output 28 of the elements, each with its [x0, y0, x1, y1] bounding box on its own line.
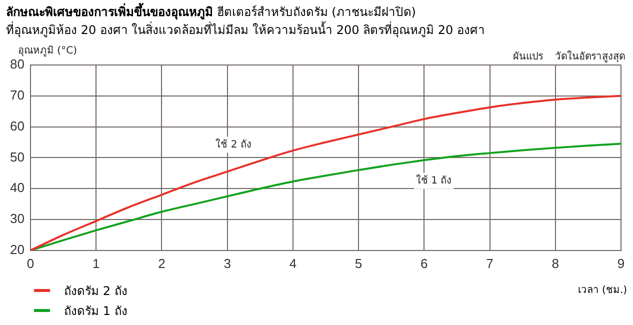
- x-tick-label: 1: [92, 256, 100, 271]
- legend-label: ถังดรัม 2 ถัง: [63, 282, 128, 300]
- chart-title: ลักษณะพิเศษของการเพิ่มขึ้นของอุณหภูมิ: [6, 5, 213, 19]
- y-tick-label: 40: [10, 180, 24, 196]
- y-tick-label: 80: [10, 56, 24, 72]
- x-axis-title: เวลา (ชม.): [578, 284, 627, 297]
- x-tick-label: 5: [354, 256, 362, 271]
- text: ผันแปร: [513, 52, 544, 63]
- annotation: ใช้ 2 ถัง: [216, 138, 252, 150]
- x-tick-label: 2: [158, 256, 166, 271]
- x-tick-label: 3: [224, 256, 231, 271]
- text: ที่อุณหภูมิห้อง 20 องศา ในสิ่งแวดล้อมที่ไม่มีลม ให้ความร้อนน้ำ 200 ลิตรที่อุณหภูมิ 20 องศา: [6, 20, 485, 39]
- x-tick-label: 0: [26, 256, 34, 271]
- y-axis-title: อุณหภูมิ (°C): [18, 46, 78, 57]
- y-tick-label: 50: [10, 149, 24, 164]
- x-tick-label: 6: [420, 256, 428, 271]
- y-tick-label: 60: [10, 118, 24, 134]
- legend-label: ถังดรัม 1 ถัง: [63, 302, 128, 320]
- x-tick-label: 8: [552, 256, 559, 271]
- y-tick-label: 20: [10, 242, 24, 257]
- y-tick-label: 70: [10, 87, 24, 102]
- x-tick-label: 7: [486, 256, 494, 271]
- x-tick-label: 9: [617, 256, 625, 271]
- x-tick-label: 4: [289, 256, 297, 271]
- text: วัดในอัตราสูงสุด: [555, 50, 625, 63]
- annotation: ใช้ 1 ถัง: [416, 174, 452, 186]
- y-tick-label: 30: [10, 211, 24, 226]
- chart-subtitle: ฮีตเตอร์สำหรับถังดรัม (ภาชนะมีฝาปิด): [216, 5, 416, 19]
